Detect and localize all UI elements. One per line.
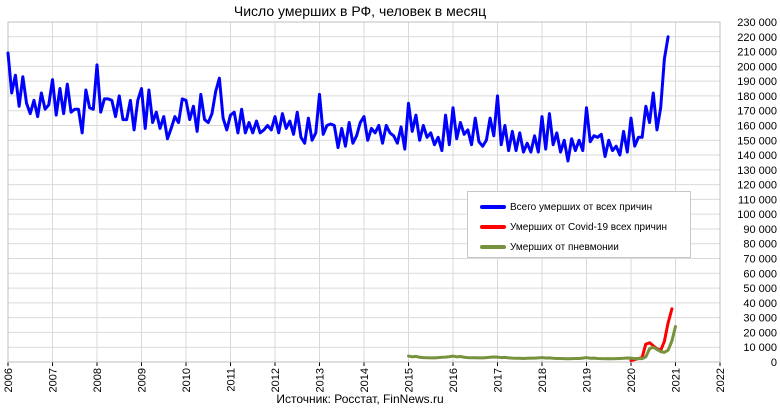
legend-label-covid: Умерших от Covid-19 всех причин — [510, 221, 667, 233]
y-tick-label: 60 000 — [743, 268, 777, 280]
y-tick-label: 170 000 — [737, 106, 777, 118]
legend-swatch-pneumonia — [480, 245, 506, 249]
y-tick-label: 90 000 — [743, 224, 777, 236]
x-tick-label: 2012 — [270, 368, 282, 392]
x-tick-label: 2020 — [626, 368, 638, 392]
y-tick-label: 40 000 — [743, 298, 777, 310]
x-tick-label: 2016 — [448, 368, 460, 392]
y-tick-label: 130 000 — [737, 165, 777, 177]
y-tick-label: 140 000 — [737, 150, 777, 162]
y-tick-label: 150 000 — [737, 135, 777, 147]
legend-label-total: Всего умерших от всех причин — [510, 201, 653, 213]
y-tick-label: 80 000 — [743, 239, 777, 251]
chart-source: Источник: Росстат, FinNews.ru — [276, 392, 444, 406]
y-tick-label: 10 000 — [743, 342, 777, 354]
x-tick-label: 2010 — [181, 368, 193, 392]
x-tick-label: 2006 — [3, 368, 15, 392]
legend-swatch-total — [480, 205, 506, 209]
y-tick-label: 220 000 — [737, 32, 777, 44]
x-tick-label: 2019 — [582, 368, 594, 392]
series-total-deaths — [6, 35, 670, 163]
y-tick-label: 0 — [771, 357, 777, 369]
legend-swatch-covid — [480, 225, 506, 229]
y-tick-label: 160 000 — [737, 120, 777, 132]
x-tick-label: 2008 — [92, 368, 104, 392]
legend-item-covid: Умерших от Covid-19 всех причин — [480, 219, 667, 235]
legend: Всего умерших от всех причин Умерших от … — [467, 191, 691, 258]
y-tick-label: 30 000 — [743, 313, 777, 325]
y-tick-label: 50 000 — [743, 283, 777, 295]
x-tick-label: 2015 — [404, 368, 416, 392]
y-tick-label: 190 000 — [737, 76, 777, 88]
x-tick-label: 2014 — [359, 368, 371, 392]
y-tick-label: 230 000 — [737, 17, 777, 29]
x-tick-label: 2011 — [226, 368, 238, 392]
legend-label-pneumonia: Умерших от пневмонии — [510, 241, 619, 253]
y-tick-label: 70 000 — [743, 254, 777, 266]
x-tick-label: 2022 — [715, 368, 727, 392]
plot-border — [7, 21, 721, 363]
y-tick-label: 200 000 — [737, 61, 777, 73]
chart-title: Число умерших в РФ, человек в месяц — [233, 3, 487, 19]
y-tick-label: 100 000 — [737, 209, 777, 221]
y-tick-label: 210 000 — [737, 47, 777, 59]
series-pneumonia-deaths — [407, 325, 677, 361]
x-tick-label: 2013 — [315, 368, 327, 392]
x-tick-label: 2017 — [493, 368, 505, 392]
x-tick-label: 2021 — [671, 368, 683, 392]
y-tick-label: 120 000 — [737, 180, 777, 192]
y-tick-label: 180 000 — [737, 91, 777, 103]
x-tick-label: 2009 — [137, 368, 149, 392]
y-tick-label: 20 000 — [743, 327, 777, 339]
x-tick-label: 2018 — [537, 368, 549, 392]
y-tick-label: 110 000 — [738, 194, 777, 206]
x-tick-label: 2007 — [48, 368, 60, 392]
legend-item-total: Всего умерших от всех причин — [480, 199, 652, 215]
legend-item-pneumonia: Умерших от пневмонии — [480, 239, 619, 255]
